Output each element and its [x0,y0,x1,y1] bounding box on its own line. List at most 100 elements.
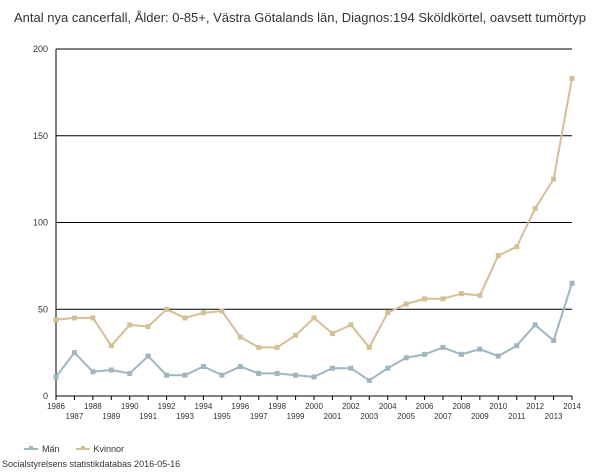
y-tick-label: 0 [43,391,48,401]
x-tick-label: 1991 [139,412,157,421]
x-tick-label: 2003 [360,412,378,421]
series-line-0 [55,282,573,382]
x-tick-label: 2005 [397,412,415,421]
data-point[interactable] [127,322,133,328]
legend-label-kvinnor: Kvinnor [93,444,125,454]
legend: Män Kvinnor [24,444,124,454]
data-point[interactable] [477,346,483,352]
data-point[interactable] [182,372,188,378]
data-point[interactable] [219,372,225,378]
x-tick-label: 1994 [195,402,213,411]
data-point[interactable] [145,324,151,330]
data-point[interactable] [532,206,538,212]
data-point[interactable] [514,343,520,349]
x-tick-label: 1996 [231,402,249,411]
y-tick-label: 200 [33,44,48,54]
data-point[interactable] [422,351,428,357]
x-tick-label: 1988 [84,402,102,411]
data-point[interactable] [293,372,299,378]
data-point[interactable] [256,370,262,376]
data-point[interactable] [311,374,317,380]
data-point[interactable] [403,301,409,307]
x-tick-label: 2008 [453,402,471,411]
data-point[interactable] [53,374,59,380]
data-point[interactable] [458,351,464,357]
data-point[interactable] [385,365,391,371]
y-tick-label: 150 [33,131,48,141]
x-tick-label: 1987 [66,412,84,421]
data-point[interactable] [311,315,317,321]
x-tick-label: 2006 [416,402,434,411]
data-point[interactable] [274,370,280,376]
data-point[interactable] [551,337,557,343]
data-point[interactable] [440,296,446,302]
data-point[interactable] [348,365,354,371]
x-tick-label: 1992 [158,402,176,411]
data-point[interactable] [127,370,133,376]
source-note: Socialstyrelsens statistikdatabas 2016-0… [2,459,181,469]
series-line-1 [55,78,573,350]
x-tick-label: 2002 [342,402,360,411]
x-tick-label: 1998 [268,402,286,411]
data-point[interactable] [348,322,354,328]
data-point[interactable] [293,332,299,338]
data-point[interactable] [71,350,77,356]
data-point[interactable] [182,315,188,321]
gridlines [56,48,572,310]
series-lines [53,75,575,383]
data-point[interactable] [329,365,335,371]
data-point[interactable] [219,308,225,314]
legend-swatch-man [24,446,38,450]
data-point[interactable] [237,364,243,370]
x-tick-label: 2013 [545,412,563,421]
data-point[interactable] [385,310,391,316]
data-point[interactable] [403,355,409,361]
legend-item-man[interactable]: Män [24,444,60,454]
x-tick-label: 2007 [434,412,452,421]
data-point[interactable] [200,364,206,370]
x-tick-label: 1995 [213,412,231,421]
data-point[interactable] [90,315,96,321]
data-point[interactable] [329,331,335,337]
data-point[interactable] [569,280,575,286]
data-point[interactable] [495,252,501,258]
x-tick-label: 1989 [102,412,120,421]
x-tick-label: 2009 [471,412,489,421]
data-point[interactable] [532,322,538,328]
data-point[interactable] [164,372,170,378]
data-point[interactable] [366,344,372,350]
data-point[interactable] [108,343,114,349]
data-point[interactable] [200,310,206,316]
y-tick-label: 100 [33,218,48,228]
data-point[interactable] [274,344,280,350]
x-tick-label: 2012 [526,402,544,411]
x-tick-label: 1990 [121,402,139,411]
data-point[interactable] [164,306,170,312]
chart-title: Antal nya cancerfall, Ålder: 0-85+, Väst… [14,10,586,25]
data-point[interactable] [90,369,96,375]
data-point[interactable] [53,317,59,323]
data-point[interactable] [108,367,114,373]
x-tick-label: 2001 [324,412,342,421]
x-tick-label: 1997 [250,412,268,421]
data-point[interactable] [551,176,557,182]
data-point[interactable] [237,334,243,340]
data-point[interactable] [71,315,77,321]
x-tick-label: 2011 [508,412,526,421]
data-point[interactable] [256,344,262,350]
x-tick-label: 2010 [489,402,507,411]
data-point[interactable] [458,291,464,297]
data-point[interactable] [569,75,575,81]
data-point[interactable] [440,344,446,350]
data-point[interactable] [422,296,428,302]
x-tick-label: 2000 [305,402,323,411]
data-point[interactable] [514,244,520,250]
data-point[interactable] [495,353,501,359]
data-point[interactable] [477,292,483,298]
data-point[interactable] [366,377,372,383]
y-tick-label: 50 [38,304,48,314]
x-tick-label: 2014 [563,402,581,411]
legend-item-kvinnor[interactable]: Kvinnor [75,444,125,454]
data-point[interactable] [145,353,151,359]
